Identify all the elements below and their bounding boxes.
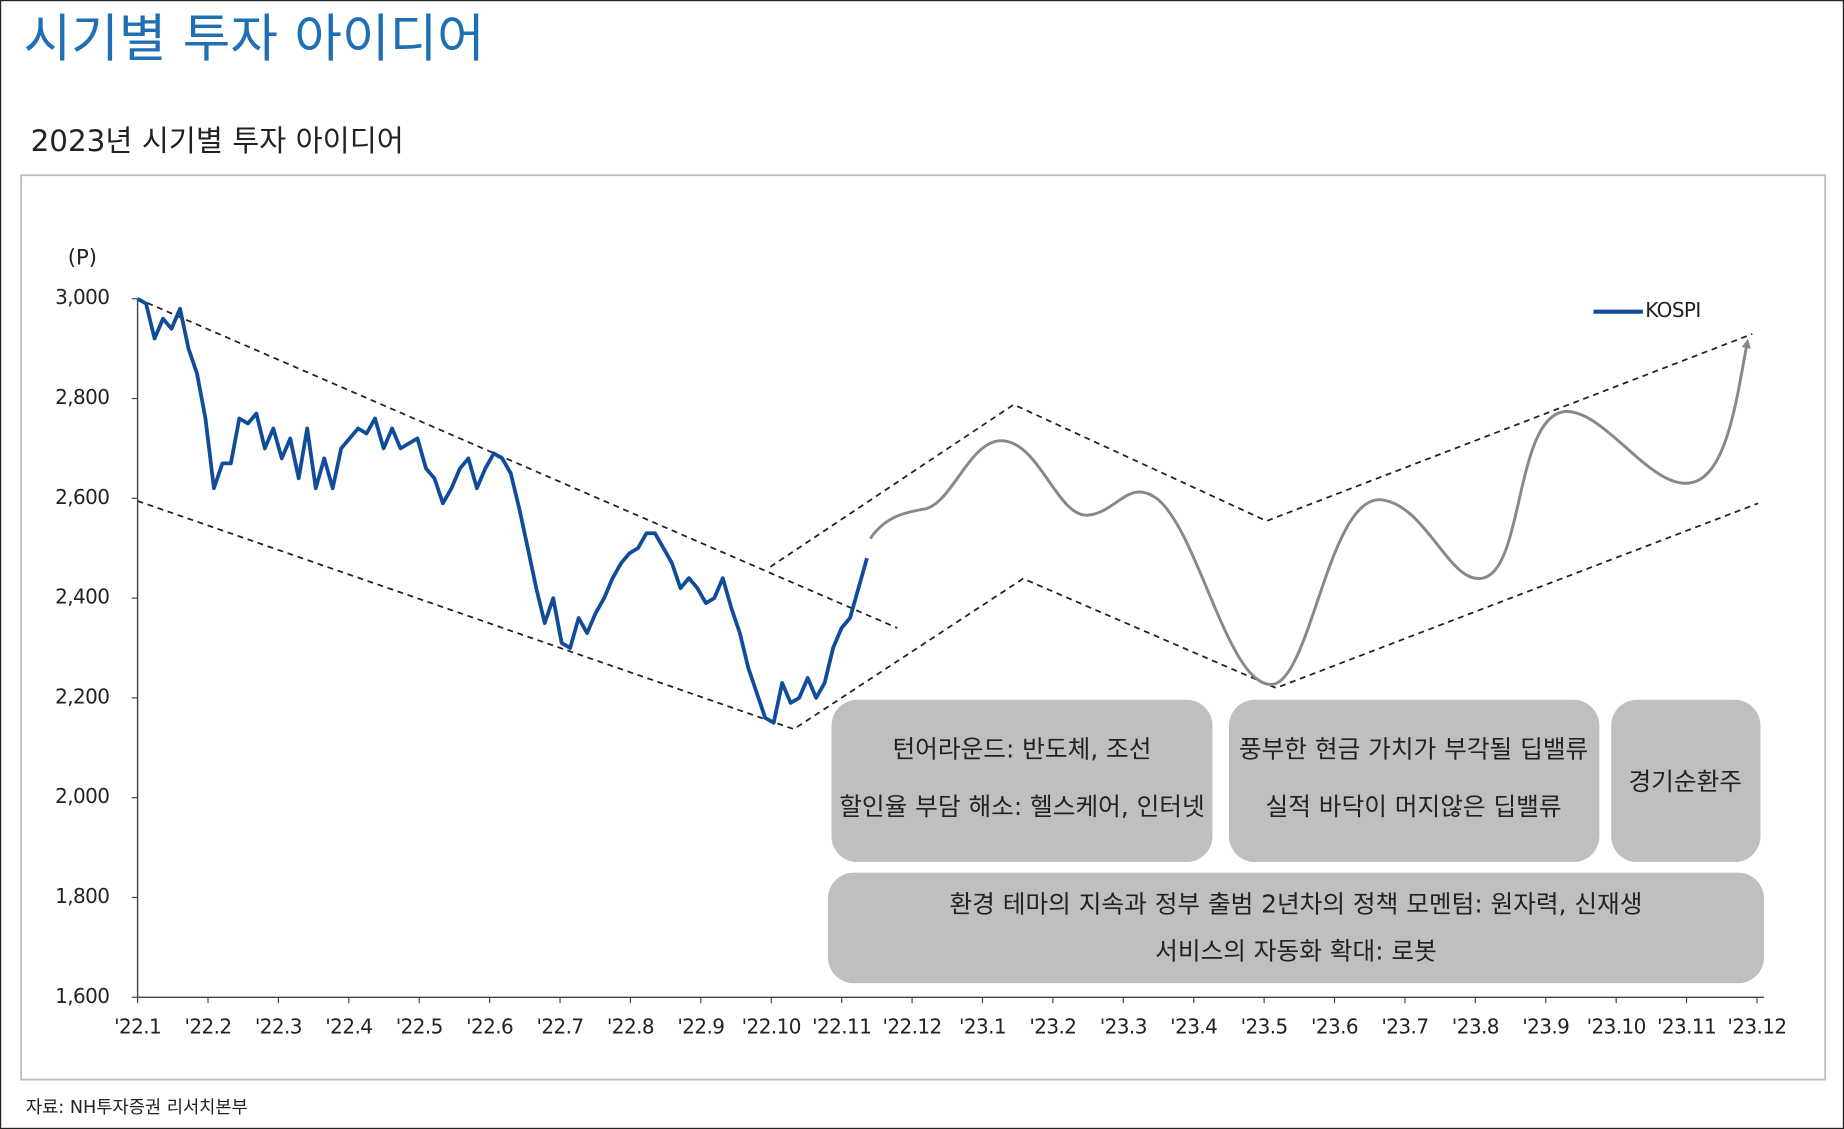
legend-label: KOSPI	[1645, 298, 1700, 322]
y-tick-label: 2,800	[55, 385, 109, 409]
annotation-box	[1611, 699, 1761, 863]
annotation-box	[831, 699, 1213, 863]
annotation-box	[827, 872, 1765, 984]
chart-title: 2023년 시기별 투자 아이디어	[31, 124, 404, 158]
y-tick-label: 2,600	[55, 485, 109, 509]
x-tick-label: '22.3	[255, 1014, 302, 1038]
page-title: 시기별 투자 아이디어	[24, 9, 485, 69]
y-tick-label: 3,000	[55, 285, 109, 309]
x-tick-label: '23.8	[1452, 1014, 1499, 1038]
y-tick-label: 2,200	[55, 684, 109, 708]
forecast-curve	[869, 338, 1751, 686]
x-tick-label: '23.1	[959, 1014, 1006, 1038]
x-tick-label: '22.9	[677, 1014, 724, 1038]
x-tick-label: '22.4	[325, 1014, 372, 1038]
annotation-text: 실적 바닥이 머지않은 딥밸류	[1266, 792, 1562, 821]
x-tick-label: '22.10	[742, 1014, 801, 1038]
x-tick-label: '23.4	[1170, 1014, 1217, 1038]
x-tick-label: '22.12	[882, 1014, 941, 1038]
x-tick-label: '23.12	[1727, 1014, 1786, 1038]
annotation-text: 서비스의 자동화 확대: 로봇	[1155, 937, 1437, 966]
annotation-boxes: 턴어라운드: 반도체, 조선 할인율 부담 해소: 헬스케어, 인터넷 풍부한 …	[827, 699, 1765, 984]
x-tick-label: '22.8	[607, 1014, 654, 1038]
x-tick-label: '23.5	[1241, 1014, 1288, 1038]
channel-lines	[137, 297, 1759, 731]
x-tick-label: '22.1	[114, 1014, 161, 1038]
channel-line	[769, 333, 1753, 568]
x-tick-label: '23.10	[1587, 1014, 1646, 1038]
x-tick-label: '22.5	[396, 1014, 443, 1038]
y-tick-label: 1,600	[55, 984, 109, 1008]
annotation-text: 경기순환주	[1628, 767, 1742, 796]
x-tick-label: '23.3	[1100, 1014, 1147, 1038]
kospi-line	[136, 297, 869, 725]
y-tick-label: 2,400	[55, 585, 109, 609]
y-tick-label: 1,800	[55, 884, 109, 908]
x-tick-label: '22.2	[184, 1014, 231, 1038]
x-tick-label: '22.11	[812, 1014, 871, 1038]
x-tick-label: '23.2	[1029, 1014, 1076, 1038]
x-tick-label: '23.11	[1657, 1014, 1716, 1038]
x-tick-label: '22.7	[537, 1014, 584, 1038]
y-unit: (P)	[68, 245, 97, 270]
plot-frame	[20, 174, 1827, 1081]
x-tick-label: '23.9	[1522, 1014, 1569, 1038]
channel-line	[137, 297, 898, 629]
x-tick-label: '22.6	[466, 1014, 513, 1038]
annotation-text: 할인율 부담 해소: 헬스케어, 인터넷	[839, 792, 1205, 821]
annotation-text: 환경 테마의 지속과 정부 출범 2년차의 정책 모멘텀: 원자력, 신재생	[949, 890, 1642, 919]
x-tick-label: '23.6	[1311, 1014, 1358, 1038]
annotation-text: 풍부한 현금 가치가 부각될 딥밸류	[1239, 734, 1588, 763]
y-tick-label: 2,000	[55, 784, 109, 808]
annotation-box	[1228, 699, 1600, 863]
x-tick-label: '23.7	[1381, 1014, 1428, 1038]
source: 자료: NH투자증권 리서치본부	[26, 1097, 248, 1118]
annotation-text: 턴어라운드: 반도체, 조선	[892, 734, 1151, 763]
